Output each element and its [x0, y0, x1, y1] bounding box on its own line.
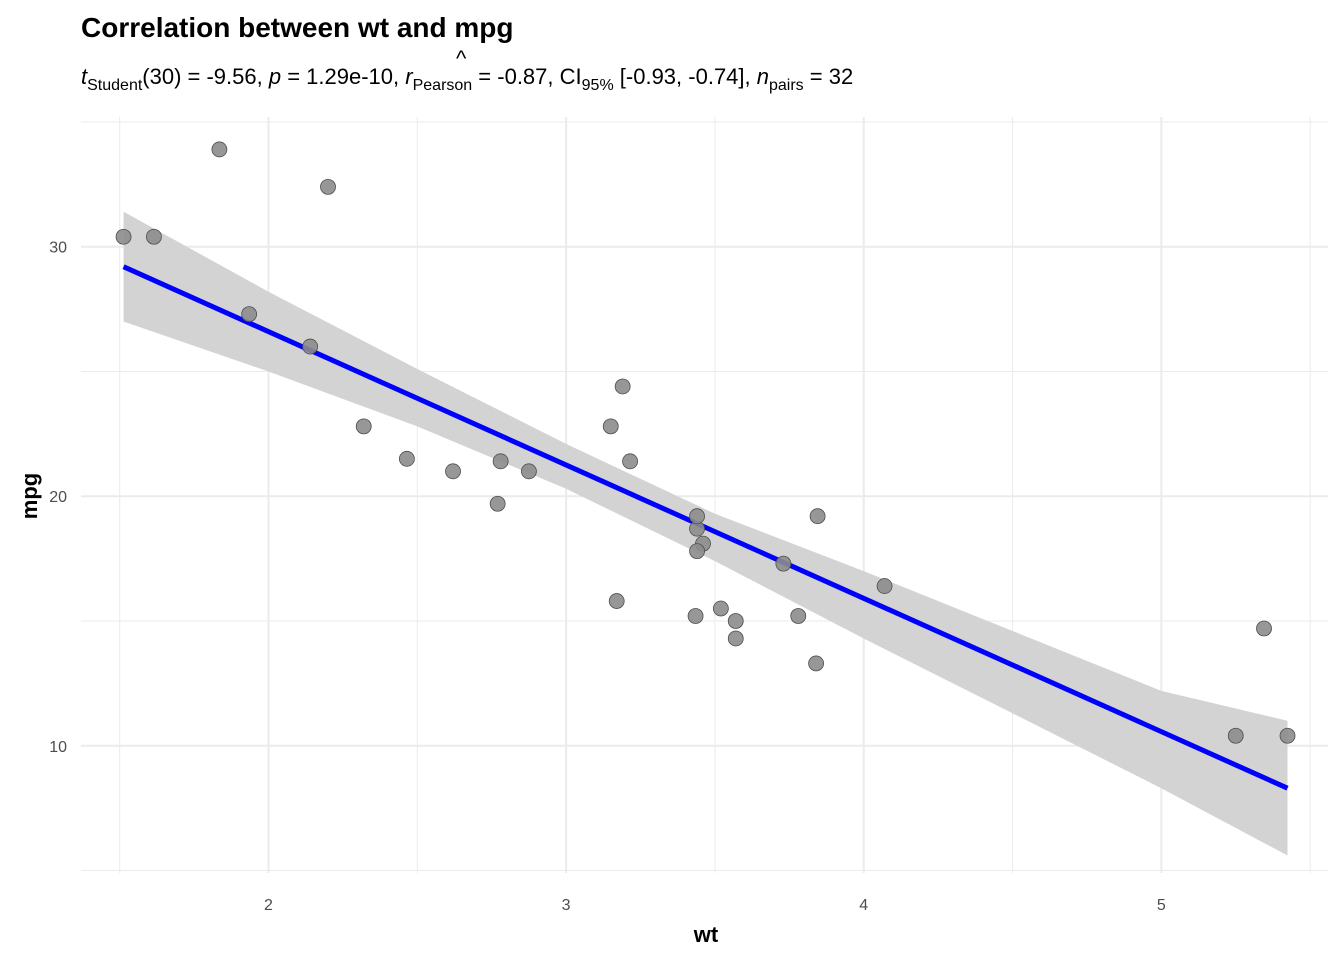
- data-point: [712, 600, 729, 617]
- data-point: [775, 555, 792, 572]
- x-axis-ticks: 2 3 4 5: [264, 897, 1166, 914]
- y-axis-title: mpg: [17, 473, 42, 519]
- data-point: [302, 338, 319, 355]
- data-point: [521, 463, 537, 480]
- data-point: [211, 141, 228, 158]
- n-value: = 32: [804, 64, 854, 89]
- chart-subtitle: tStudent(30) = -9.56, p = 1.29e-10, rPea…: [81, 64, 853, 94]
- minor-grid: [81, 117, 1328, 873]
- p-value: = 1.29e-10,: [281, 64, 405, 89]
- data-point: [876, 578, 893, 594]
- x-axis-title: wt: [693, 922, 719, 947]
- t-value: (30) = -9.56,: [142, 64, 269, 89]
- data-point: [1227, 727, 1244, 744]
- data-point: [689, 543, 705, 560]
- x-tick-label: 5: [1157, 897, 1166, 914]
- r-subscript: Pearson: [413, 77, 473, 94]
- regression-line: [122, 264, 1289, 791]
- data-point: [241, 306, 258, 323]
- y-axis-ticks: 10 20 30: [49, 240, 67, 756]
- n-subscript: pairs: [769, 77, 804, 94]
- data-point: [398, 450, 415, 467]
- data-point: [727, 613, 744, 629]
- data-point: [445, 463, 461, 480]
- data-points: [115, 141, 1296, 744]
- data-point: [146, 228, 162, 245]
- r-value: = -0.87, CI: [472, 64, 581, 89]
- y-tick-label: 10: [49, 739, 67, 756]
- data-point: [1279, 727, 1296, 744]
- data-point: [790, 608, 807, 624]
- data-point: [355, 418, 372, 435]
- x-tick-label: 3: [562, 897, 571, 914]
- ci-value: [-0.93, -0.74],: [614, 64, 757, 89]
- y-tick-label: 20: [49, 489, 67, 506]
- p-symbol: p: [268, 64, 281, 89]
- data-point: [689, 508, 705, 525]
- n-symbol: n: [757, 64, 769, 89]
- r-hat-accent: ^: [456, 46, 467, 71]
- data-point: [320, 178, 336, 195]
- data-point: [115, 228, 132, 245]
- t-symbol: t: [81, 64, 88, 89]
- x-tick-label: 2: [264, 897, 273, 914]
- data-point: [727, 630, 744, 647]
- data-point: [492, 453, 509, 470]
- data-point: [489, 495, 506, 512]
- chart-title: Correlation between wt and mpg: [81, 12, 513, 43]
- data-point: [808, 655, 825, 672]
- data-point: [809, 508, 826, 525]
- y-tick-label: 30: [49, 240, 67, 257]
- r-symbol: r: [405, 64, 414, 89]
- confidence-band: [123, 211, 1288, 856]
- data-point: [614, 378, 631, 395]
- data-point: [687, 608, 704, 624]
- data-point: [602, 418, 619, 435]
- data-point: [608, 593, 625, 609]
- ci-subscript: 95%: [582, 77, 614, 94]
- x-tick-label: 4: [859, 897, 868, 914]
- data-point: [1256, 620, 1272, 637]
- t-subscript: Student: [87, 77, 143, 94]
- data-point: [622, 453, 638, 470]
